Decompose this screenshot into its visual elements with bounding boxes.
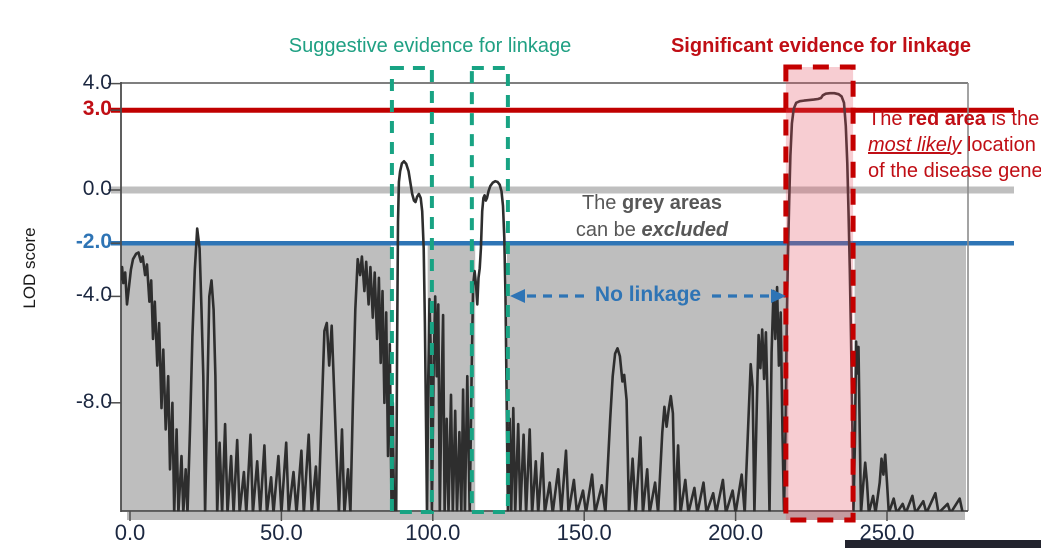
red-area-note-line2: most likely location bbox=[868, 134, 1036, 156]
y-tick-label--2.0: -2.0 bbox=[75, 230, 112, 254]
red-area-note: The red area is the most likely location… bbox=[868, 106, 1041, 184]
excluded-grey-area bbox=[854, 243, 966, 511]
y-tick-label--8.0: -8.0 bbox=[75, 389, 112, 413]
x-tick-label-200.0: 200.0 bbox=[708, 520, 764, 545]
red-area-note-line1: The red area is the bbox=[868, 108, 1040, 130]
y-tick-label-4.0: 4.0 bbox=[82, 70, 112, 94]
x-tick-label-50.0: 50.0 bbox=[259, 520, 303, 545]
lod-score-curve bbox=[121, 91, 964, 512]
x-axis-baseline-strip bbox=[127, 512, 965, 520]
x-tick-label-100.0: 100.0 bbox=[405, 520, 461, 545]
suggestive-region-box-2 bbox=[469, 66, 510, 514]
red-area-note-line3: of the disease gene bbox=[868, 160, 1041, 182]
no-linkage-arrow-right-head bbox=[771, 289, 786, 303]
significant-region-box bbox=[783, 64, 856, 523]
y-axis-title: LOD score bbox=[20, 227, 39, 309]
suggestive-region-box-1 bbox=[389, 66, 434, 514]
no-linkage-label: No linkage bbox=[594, 283, 702, 306]
excluded-grey-area bbox=[506, 243, 789, 511]
y-tick-label-3.0: 3.0 bbox=[82, 97, 112, 121]
y-tick-label-0.0: 0.0 bbox=[82, 177, 112, 200]
x-tick-label-0.0: 0.0 bbox=[114, 520, 146, 545]
grey-areas-note-line1: The grey areas bbox=[581, 192, 723, 214]
grey-areas-note-line2: can be excluded bbox=[575, 219, 729, 241]
x-tick-label-150.0: 150.0 bbox=[556, 520, 612, 545]
y-tick-label--4.0: -4.0 bbox=[75, 283, 112, 307]
significant-linkage-label: Significant evidence for linkage bbox=[670, 35, 972, 57]
no-linkage-arrow-left-head bbox=[510, 289, 525, 303]
bottom-dark-bar bbox=[845, 540, 1041, 548]
significant-region-fill bbox=[785, 67, 854, 520]
grey-areas-note: The grey areas can be excluded bbox=[576, 190, 728, 244]
suggestive-linkage-label: Suggestive evidence for linkage bbox=[288, 35, 572, 57]
